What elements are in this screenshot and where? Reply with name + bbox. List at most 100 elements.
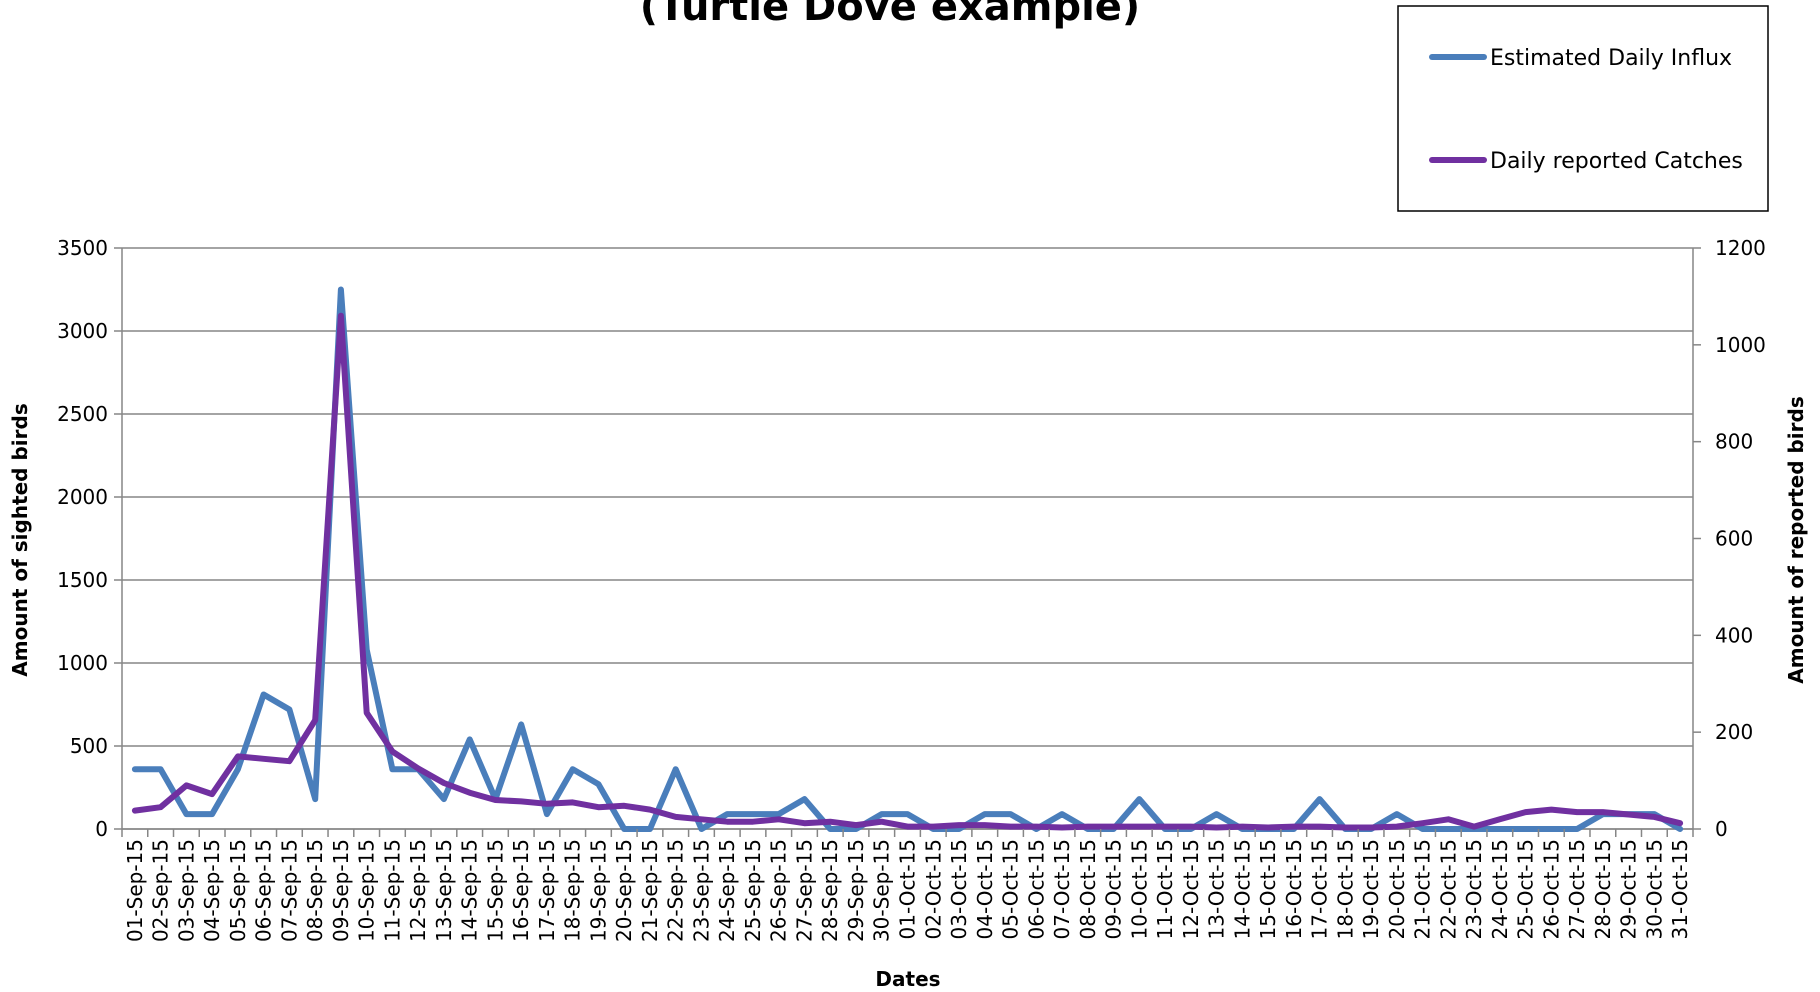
series-1-point [312, 717, 318, 723]
x-tick-label: 09-Oct-15 [1102, 839, 1126, 939]
x-tick-label: 02-Sep-15 [149, 839, 173, 942]
series-0-point [1317, 796, 1323, 802]
series-0-point [261, 692, 267, 698]
legend: Estimated Daily Influx Daily reported Ca… [1397, 5, 1769, 212]
x-tick-label: 11-Sep-15 [380, 839, 404, 942]
x-tick-label: 08-Sep-15 [303, 839, 327, 942]
x-tick-label: 24-Sep-15 [715, 839, 739, 942]
series-1-point [183, 782, 189, 788]
series-1-point [776, 816, 782, 822]
series-0-point [1008, 811, 1014, 817]
x-tick-label: 22-Sep-15 [664, 839, 688, 942]
x-tick-label: 25-Sep-15 [741, 839, 765, 942]
x-tick-label: 27-Sep-15 [792, 839, 816, 942]
series-0-point [235, 766, 241, 772]
series-1-point [1085, 824, 1091, 830]
series-0-point [1497, 826, 1503, 832]
series-0-point [467, 736, 473, 742]
x-tick-label: 21-Oct-15 [1411, 839, 1435, 939]
x-tick-label: 06-Oct-15 [1024, 839, 1048, 939]
series-1-point [930, 824, 936, 830]
x-tick-label: 09-Sep-15 [329, 839, 353, 942]
series-0-point [544, 811, 550, 817]
x-tick-label: 28-Sep-15 [818, 839, 842, 942]
series-0-point [1677, 826, 1683, 832]
series-0-point [1574, 826, 1580, 832]
chart-title: (Turtle Dove example) [640, 0, 1140, 30]
series-0-point [132, 766, 138, 772]
x-axis-ticks: 01-Sep-15 02-Sep-15 03-Sep-15 04-Sep-15 05-S… [121, 829, 1694, 942]
series-1-point [1111, 824, 1117, 830]
legend-box [1397, 5, 1769, 212]
series-0-point [801, 796, 807, 802]
series-0-point [338, 287, 344, 292]
x-tick-label: 01-Sep-15 [123, 839, 147, 942]
x-tick-label: 29-Sep-15 [844, 839, 868, 942]
x-tick-label: 05-Oct-15 [999, 839, 1023, 939]
series-1-point [724, 819, 730, 825]
left-tick-label: 1500 [57, 568, 108, 592]
y-axis-right-title: Amount of reported birds [1784, 396, 1808, 683]
series-0-point [647, 826, 653, 832]
x-tick-label: 30-Sep-15 [870, 839, 894, 942]
series-1-point [853, 822, 859, 828]
x-tick-label: 10-Sep-15 [355, 839, 379, 942]
series-1-point [1420, 820, 1426, 826]
series-0-point [209, 811, 215, 817]
series-0-point [183, 811, 189, 817]
series-1-point [982, 822, 988, 828]
x-tick-label: 16-Sep-15 [509, 839, 533, 942]
series-0-point [982, 811, 988, 817]
x-tick-label: 08-Oct-15 [1076, 839, 1100, 939]
x-tick-label: 21-Sep-15 [638, 839, 662, 942]
x-tick-label: 03-Sep-15 [174, 839, 198, 942]
series-0-point [776, 811, 782, 817]
x-tick-label: 30-Oct-15 [1642, 839, 1666, 939]
series-0-point [312, 796, 318, 802]
series-1-point [1471, 824, 1477, 830]
right-tick-label: 200 [1715, 720, 1753, 744]
left-tick-label: 2500 [57, 402, 108, 426]
x-tick-label: 19-Sep-15 [586, 839, 610, 942]
series-1-point [621, 803, 627, 809]
series-1-point [595, 804, 601, 810]
x-tick-label: 13-Oct-15 [1205, 839, 1229, 939]
x-tick-label: 22-Oct-15 [1436, 839, 1460, 939]
series-1-point [1497, 816, 1503, 822]
series-1-point [956, 822, 962, 828]
series-0-point [1548, 826, 1554, 832]
series-line-1 [131, 312, 1684, 831]
x-tick-label: 03-Oct-15 [947, 839, 971, 939]
x-tick-label: 15-Sep-15 [483, 839, 507, 942]
x-tick-label: 13-Sep-15 [432, 839, 456, 942]
series-0-point [570, 766, 576, 772]
series-0-point [1420, 826, 1426, 832]
series-1-point [518, 798, 524, 804]
series-0-point [750, 811, 756, 817]
y-axis-left-title: Amount of sighted birds [8, 403, 32, 676]
series-1-point [1394, 824, 1400, 830]
series-1-point [158, 804, 164, 810]
x-tick-label: 18-Sep-15 [561, 839, 585, 942]
right-tick-label: 800 [1715, 430, 1753, 454]
series-0-point [441, 796, 447, 802]
legend-label-estimated-influx: Estimated Daily Influx [1490, 46, 1732, 71]
series-layer [131, 286, 1684, 832]
series-1-point [1214, 825, 1220, 831]
x-tick-label: 19-Oct-15 [1359, 839, 1383, 939]
right-tick-label: 0 [1715, 817, 1728, 841]
series-1-point [1523, 809, 1529, 815]
series-1-point [544, 801, 550, 807]
series-1-point [1188, 824, 1194, 830]
left-axis-ticks: 0 500 1000 1500 2000 2500 3000 3500 [57, 236, 122, 841]
x-tick-label: 27-Oct-15 [1565, 839, 1589, 939]
x-tick-label: 26-Oct-15 [1539, 839, 1563, 939]
right-tick-label: 1000 [1715, 333, 1766, 357]
series-0-point [595, 781, 601, 787]
left-tick-label: 3000 [57, 319, 108, 343]
x-tick-label: 12-Sep-15 [406, 839, 430, 942]
x-tick-label: 06-Sep-15 [252, 839, 276, 942]
series-0-point [673, 766, 679, 772]
left-tick-label: 500 [70, 734, 108, 758]
